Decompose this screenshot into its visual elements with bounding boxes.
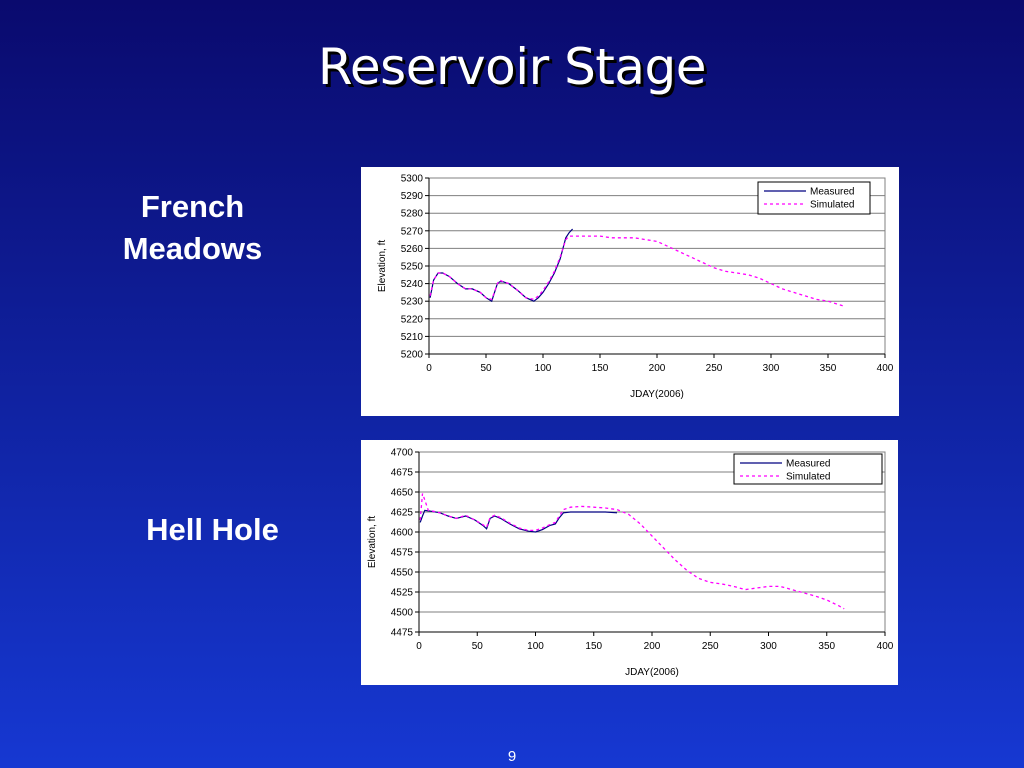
fm-series-measured (429, 228, 574, 303)
page-number: 9 (507, 748, 517, 765)
fm-series-simulated (429, 235, 846, 308)
fm-y-tick-label-0: 5200 (401, 350, 424, 361)
hh-y-tick-label-8: 4675 (391, 468, 414, 479)
hh-y-tick-label-2: 4525 (391, 588, 414, 599)
slide-title: Reservoir Stage (317, 38, 707, 96)
hh-y-tick-label-4: 4575 (391, 548, 414, 559)
french-meadows-chart-svg: 5200 5210 5220 5230 5240 5250 5260 5270 5280 5290… (377, 174, 894, 401)
fm-y-tick-label-10: 5300 (401, 174, 424, 185)
fm-y-tick-label-7: 5270 (401, 226, 424, 237)
hh-legend (733, 453, 883, 485)
hh-legend-label-simulated: Simulated (786, 472, 830, 483)
hh-x-tick-label-2: 100 (527, 641, 544, 652)
fm-x-tick-label-6: 300 (763, 363, 780, 374)
fm-y-tick-label-9: 5290 (401, 191, 424, 202)
hh-y-tick-label-3: 4550 (391, 568, 414, 579)
hh-y-tick-label-6: 4625 (391, 508, 414, 519)
hh-y-tick-label-7: 4650 (391, 488, 414, 499)
hh-y-axis-title: Elevation, ft (367, 516, 378, 568)
fm-y-tick-label-1: 5210 (401, 332, 424, 343)
hh-legend-label-measured: Measured (786, 459, 830, 470)
fm-x-tick-label-8: 400 (877, 363, 894, 374)
fm-x-tick-label-7: 350 (820, 363, 837, 374)
fm-y-tick-label-3: 5230 (401, 297, 424, 308)
hell-hole-chart-svg: 4475 4500 4525 4550 4575 4600 4625 4650 4675 4700… (367, 448, 894, 679)
french-meadows-label: French Meadows (122, 189, 263, 266)
hh-x-tick-label-5: 250 (702, 641, 719, 652)
fm-y-tick-label-6: 5260 (401, 244, 424, 255)
fm-y-axis-title: Elevation, ft (377, 240, 388, 292)
fm-legend-label-simulated: Simulated (810, 200, 854, 211)
fm-y-tick-label-4: 5240 (401, 279, 424, 290)
fm-x-axis-title: JDAY(2006) (630, 389, 684, 400)
hh-x-tick-label-8: 400 (877, 641, 894, 652)
fm-x-tick-label-0: 0 (426, 363, 432, 374)
fm-x-tick-label-5: 250 (706, 363, 723, 374)
hh-x-tick-label-6: 300 (760, 641, 777, 652)
fm-y-tick-label-5: 5250 (401, 262, 424, 273)
fm-legend (757, 181, 871, 215)
hh-y-tick-label-1: 4500 (391, 608, 414, 619)
fm-legend-label-measured: Measured (810, 187, 854, 198)
hh-x-axis-title: JDAY(2006) (625, 667, 679, 678)
fm-x-tick-label-3: 150 (592, 363, 609, 374)
hh-x-tick-label-0: 0 (416, 641, 422, 652)
hh-x-tick-label-4: 200 (644, 641, 661, 652)
hh-y-tick-label-0: 4475 (391, 628, 414, 639)
hell-hole-label: Hell Hole (146, 512, 279, 547)
hh-x-tick-label-3: 150 (585, 641, 602, 652)
hh-y-tick-label-9: 4700 (391, 448, 414, 459)
french-meadows-chart: 5200 5210 5220 5230 5240 5250 5260 5270 5280 5290… (361, 167, 899, 416)
hh-series-simulated (419, 493, 845, 610)
fm-x-tick-label-1: 50 (480, 363, 492, 374)
hh-x-tick-label-7: 350 (818, 641, 835, 652)
fm-y-tick-label-8: 5280 (401, 209, 424, 220)
hh-y-tick-label-5: 4600 (391, 528, 414, 539)
fm-y-tick-label-2: 5220 (401, 314, 424, 325)
hell-hole-chart: 4475 4500 4525 4550 4575 4600 4625 4650 4675 4700… (361, 440, 898, 685)
fm-x-tick-label-4: 200 (649, 363, 666, 374)
hh-x-tick-label-1: 50 (472, 641, 484, 652)
fm-x-tick-label-2: 100 (535, 363, 552, 374)
